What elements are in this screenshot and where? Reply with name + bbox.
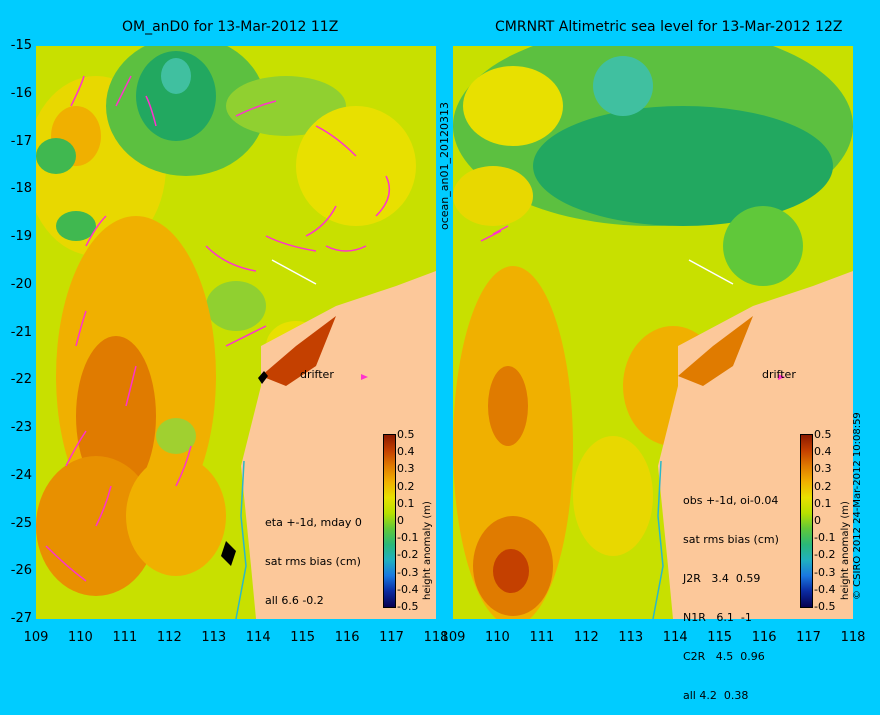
x-tick-label: 118	[423, 630, 449, 645]
colorbar-tick-label: -0.3	[397, 565, 419, 579]
left-current-vectors	[45, 75, 391, 582]
x-tick-label: 115	[707, 630, 733, 645]
left-drifter-marker	[361, 374, 368, 380]
x-tick-label: 113	[201, 630, 227, 645]
y-tick-label: -26	[10, 563, 32, 579]
x-tick-label: 111	[529, 630, 555, 645]
colorbar-tick-label: -0.5	[397, 600, 419, 613]
colorbar-tick-label: -0.5	[814, 600, 836, 613]
x-tick-label: 112	[573, 630, 599, 645]
colorbar-tick-label: 0.5	[814, 428, 832, 441]
x-tick-label: 118	[840, 630, 866, 645]
right-panel-title: CMRNRT Altimetric sea level for 13-Mar-2…	[495, 19, 843, 35]
x-tick-label: 113	[618, 630, 644, 645]
left-annotation: eta +-1d, mday 0 sat rms bias (cm) all 6…	[265, 516, 362, 607]
left-colorbar-label: height anomaly (m)	[422, 501, 433, 600]
x-tick-label: 110	[485, 630, 510, 645]
colorbar-tick-label: 0	[397, 514, 404, 527]
x-tick-label: 114	[662, 630, 688, 645]
x-tick-label: 114	[245, 630, 271, 645]
colorbar-tick-label: -0.2	[814, 548, 836, 562]
x-tick-label: 109	[440, 630, 466, 645]
colorbar-tick-label: 0.3	[397, 462, 415, 476]
x-tick-label: 115	[290, 630, 316, 645]
y-tick-label: -17	[10, 133, 32, 149]
x-tick-label: 116	[334, 630, 360, 645]
colorbar-tick-label: -0.2	[397, 548, 419, 562]
y-tick-label: -20	[10, 276, 32, 292]
left-colorbar	[383, 434, 396, 608]
colorbar-tick-label: -0.4	[814, 582, 836, 596]
left-panel-title: OM_anD0 for 13-Mar-2012 11Z	[122, 19, 339, 35]
colorbar-tick-label: 0.4	[814, 445, 832, 459]
y-tick-label: -27	[10, 611, 32, 626]
x-tick-label: 111	[112, 630, 138, 645]
y-tick-label: -16	[10, 85, 32, 101]
y-tick-label: -22	[10, 372, 32, 388]
left-drifter-label: drifter	[300, 368, 334, 381]
x-tick-label: 109	[23, 630, 49, 645]
right-drifter-label: drifter	[762, 368, 796, 381]
right-annotation: obs +-1d, oi-0.04 sat rms bias (cm) J2R …	[683, 494, 779, 702]
left-anomaly-field	[36, 46, 436, 619]
x-tick-label: 117	[796, 630, 821, 645]
colorbar-tick-label: 0.3	[814, 462, 832, 476]
x-tick-label: 117	[379, 630, 404, 645]
right-colorbar-label: height anomaly (m)	[840, 501, 851, 600]
colorbar-tick-label: 0.5	[397, 428, 415, 441]
y-tick-label: -19	[10, 229, 32, 244]
y-tick-label: -25	[10, 515, 32, 531]
colorbar-tick-label: 0.4	[397, 445, 415, 459]
y-tick-label: -15	[10, 38, 32, 53]
y-tick-label: -23	[10, 420, 32, 435]
left-coastline-detail	[221, 371, 268, 566]
right-map[interactable]	[453, 46, 853, 619]
colorbar-tick-label: 0.2	[814, 479, 832, 493]
left-side-label: ocean_an01_20120313	[438, 102, 451, 230]
right-current-vectors	[480, 225, 509, 242]
x-tick-label: 110	[68, 630, 93, 645]
x-tick-label: 116	[751, 630, 777, 645]
colorbar-tick-label: -0.3	[814, 565, 836, 579]
colorbar-tick-label: -0.1	[397, 531, 419, 545]
right-anomaly-field	[453, 46, 853, 619]
y-tick-label: -18	[10, 181, 32, 197]
y-tick-label: -21	[10, 324, 32, 340]
colorbar-tick-label: 0.1	[397, 496, 415, 510]
right-colorbar	[800, 434, 813, 608]
colorbar-tick-label: -0.1	[814, 531, 836, 545]
colorbar-tick-label: -0.4	[397, 582, 419, 596]
right-drifter-marker	[778, 374, 785, 380]
copyright-label: © CSIRO 2012 24-Mar-2012 10:08:59	[852, 412, 863, 600]
y-tick-label: -24	[10, 467, 32, 483]
colorbar-tick-label: 0	[814, 514, 821, 527]
colorbar-tick-label: 0.2	[397, 479, 415, 493]
colorbar-tick-label: 0.1	[814, 496, 832, 510]
left-map[interactable]	[36, 46, 436, 619]
x-tick-label: 112	[156, 630, 182, 645]
